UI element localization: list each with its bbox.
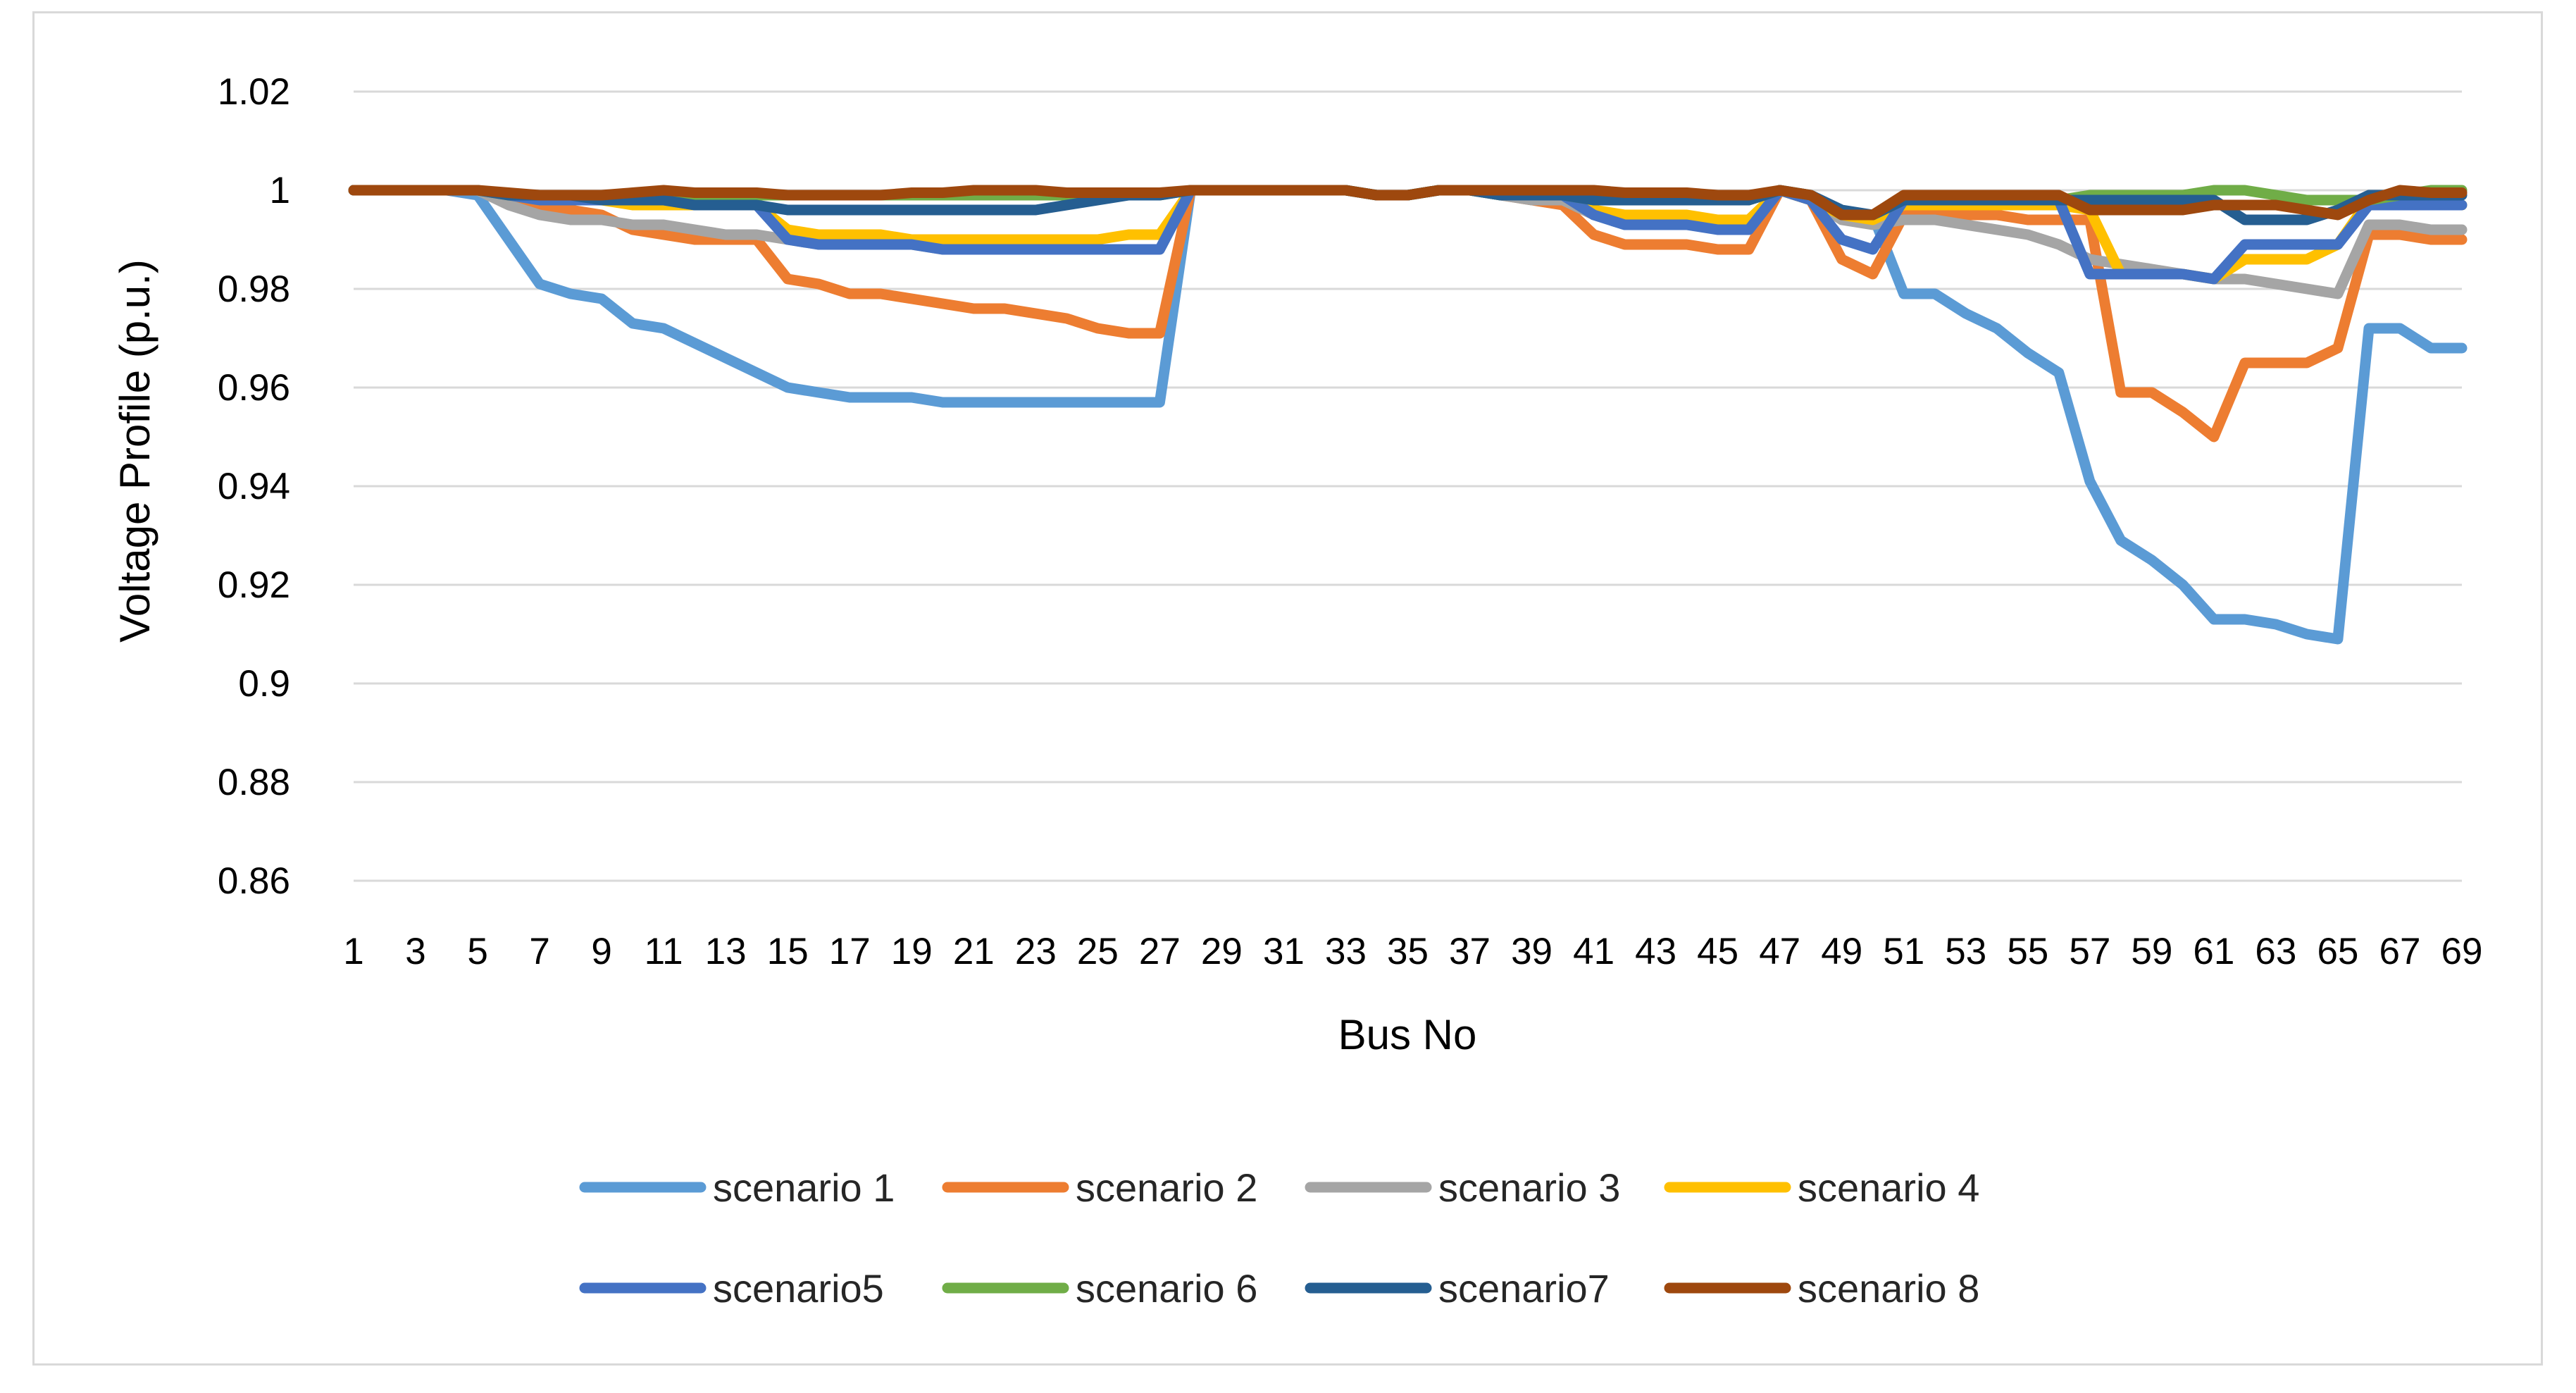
legend-label: scenario 6 bbox=[1076, 1266, 1257, 1311]
x-tick-label: 49 bbox=[1821, 931, 1862, 972]
x-tick-label: 59 bbox=[2131, 931, 2172, 972]
legend: scenario 1 scenario 2 scenario 3 scenario 4… bbox=[579, 1165, 1979, 1311]
x-tick-label: 15 bbox=[767, 931, 809, 972]
x-tick-label: 11 bbox=[645, 931, 683, 972]
x-tick-label: 19 bbox=[891, 931, 933, 972]
x-tick-label: 67 bbox=[2379, 931, 2420, 972]
x-tick-label: 39 bbox=[1511, 931, 1553, 972]
y-tick-label: 0.98 bbox=[218, 268, 290, 310]
series-line-8 bbox=[348, 185, 2468, 221]
x-axis-title: Bus No bbox=[1338, 1011, 1477, 1058]
x-tick-label: 63 bbox=[2255, 931, 2296, 972]
x-tick-label: 35 bbox=[1387, 931, 1429, 972]
x-tick-label: 65 bbox=[2317, 931, 2358, 972]
chart-frame bbox=[32, 11, 2543, 1366]
y-tick-labels: 0.86 0.88 0.9 0.92 0.94 0.96 0.98 1 1.02 bbox=[218, 71, 290, 902]
y-tick-label: 0.94 bbox=[218, 466, 290, 507]
x-tick-label: 61 bbox=[2193, 931, 2234, 972]
y-tick-label: 0.86 bbox=[218, 860, 290, 902]
x-tick-label: 47 bbox=[1759, 931, 1800, 972]
y-tick-label: 1.02 bbox=[218, 71, 290, 113]
legend-label: scenario 3 bbox=[1438, 1165, 1620, 1210]
y-tick-label: 0.9 bbox=[238, 663, 290, 705]
x-tick-label: 37 bbox=[1449, 931, 1491, 972]
x-tick-label: 5 bbox=[467, 931, 487, 972]
x-tick-label: 53 bbox=[1945, 931, 1986, 972]
x-tick-label: 41 bbox=[1573, 931, 1614, 972]
x-tick-label: 3 bbox=[405, 931, 425, 972]
x-tick-label: 21 bbox=[953, 931, 995, 972]
y-tick-label: 1 bbox=[270, 170, 290, 211]
legend-label: scenario 2 bbox=[1076, 1165, 1257, 1210]
x-tick-labels: 1 3 5 7 9 11 13 15 17 19 21 23 25 27 29 31 33 35 37 39 41 43 4… bbox=[343, 931, 2482, 972]
x-tick-label: 29 bbox=[1201, 931, 1243, 972]
gridlines bbox=[354, 90, 2462, 882]
x-tick-label: 31 bbox=[1263, 931, 1305, 972]
x-tick-label: 23 bbox=[1015, 931, 1057, 972]
legend-label: scenario 8 bbox=[1798, 1266, 1979, 1311]
x-tick-label: 9 bbox=[591, 931, 611, 972]
legend-label: scenario 4 bbox=[1798, 1165, 1979, 1210]
y-axis-title: Voltage Profile (p.u.) bbox=[111, 259, 158, 643]
y-tick-label: 0.88 bbox=[218, 762, 290, 803]
x-tick-label: 7 bbox=[529, 931, 549, 972]
x-tick-label: 51 bbox=[1883, 931, 1924, 972]
x-tick-label: 57 bbox=[2069, 931, 2110, 972]
x-tick-label: 27 bbox=[1139, 931, 1181, 972]
x-tick-label: 1 bbox=[343, 931, 363, 972]
series-lines bbox=[348, 185, 2468, 645]
y-tick-label: 0.96 bbox=[218, 367, 290, 409]
y-tick-label: 0.92 bbox=[218, 564, 290, 606]
legend-label: scenario 1 bbox=[713, 1165, 895, 1210]
x-tick-label: 13 bbox=[705, 931, 747, 972]
x-tick-label: 33 bbox=[1325, 931, 1367, 972]
x-tick-label: 25 bbox=[1077, 931, 1119, 972]
x-tick-label: 17 bbox=[829, 931, 871, 972]
x-tick-label: 55 bbox=[2007, 931, 2048, 972]
legend-label: scenario7 bbox=[1438, 1266, 1610, 1311]
series-line-1 bbox=[348, 185, 2468, 645]
x-tick-label: 69 bbox=[2441, 931, 2483, 972]
x-tick-label: 43 bbox=[1635, 931, 1676, 972]
x-tick-label: 45 bbox=[1697, 931, 1738, 972]
legend-label: scenario5 bbox=[713, 1266, 884, 1311]
